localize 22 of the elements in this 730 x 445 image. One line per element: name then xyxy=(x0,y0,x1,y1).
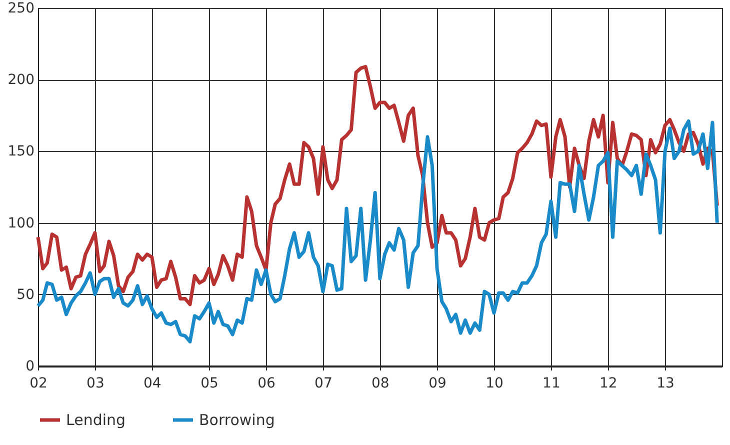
x-tick-label: 07 xyxy=(314,376,332,392)
x-tick-label: 04 xyxy=(144,376,162,392)
y-tick-label: 250 xyxy=(8,0,34,16)
x-tick-label: 12 xyxy=(600,376,618,392)
x-tick-label: 06 xyxy=(258,376,276,392)
legend-label: Lending xyxy=(66,411,126,429)
x-tick-label: 09 xyxy=(428,376,446,392)
x-tick-label: 02 xyxy=(30,376,48,392)
x-tick-label: 05 xyxy=(200,376,218,392)
y-tick-label: 100 xyxy=(8,215,34,232)
line-series xyxy=(36,64,719,306)
line-series xyxy=(36,119,719,344)
x-tick-label: 13 xyxy=(656,376,674,392)
y-tick-label: 150 xyxy=(8,144,34,160)
x-tick-label: 11 xyxy=(542,376,560,392)
x-tick-label: 08 xyxy=(372,376,390,392)
x-tick-label: 10 xyxy=(486,376,504,392)
y-tick-label: 200 xyxy=(8,72,34,88)
x-tick-label: 03 xyxy=(86,376,104,392)
y-tick-label: 0 xyxy=(26,358,34,374)
y-tick-label: 50 xyxy=(16,286,34,303)
legend-label: Borrowing xyxy=(199,411,275,429)
